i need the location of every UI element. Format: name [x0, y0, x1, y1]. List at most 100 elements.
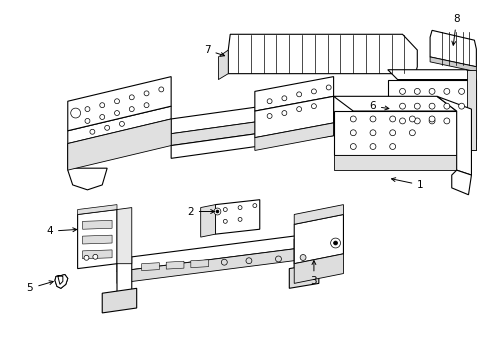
Polygon shape — [78, 204, 117, 215]
Polygon shape — [117, 208, 131, 264]
Circle shape — [428, 103, 434, 109]
Circle shape — [408, 130, 414, 136]
Text: 2: 2 — [187, 207, 214, 216]
Circle shape — [311, 89, 316, 94]
Polygon shape — [294, 254, 343, 283]
Circle shape — [275, 256, 281, 262]
Circle shape — [399, 118, 405, 124]
Polygon shape — [82, 235, 112, 244]
Polygon shape — [171, 111, 333, 145]
Circle shape — [458, 103, 464, 109]
Circle shape — [369, 130, 375, 136]
Circle shape — [296, 107, 301, 112]
Circle shape — [238, 206, 242, 210]
Circle shape — [458, 89, 464, 94]
Circle shape — [349, 144, 356, 149]
Circle shape — [330, 238, 340, 248]
Polygon shape — [289, 264, 318, 288]
Polygon shape — [200, 204, 215, 237]
Circle shape — [389, 130, 395, 136]
Circle shape — [85, 118, 90, 123]
Text: 7: 7 — [203, 45, 224, 57]
Polygon shape — [117, 257, 131, 305]
Polygon shape — [294, 236, 308, 282]
Polygon shape — [78, 210, 117, 269]
Polygon shape — [294, 215, 343, 264]
Circle shape — [223, 219, 227, 223]
Polygon shape — [171, 96, 333, 134]
Circle shape — [389, 144, 395, 149]
Circle shape — [349, 116, 356, 122]
Polygon shape — [117, 247, 308, 283]
Circle shape — [413, 103, 419, 109]
Circle shape — [282, 96, 286, 101]
Circle shape — [399, 103, 405, 109]
Circle shape — [114, 99, 119, 104]
Circle shape — [428, 89, 434, 94]
Circle shape — [389, 116, 395, 122]
Polygon shape — [142, 263, 159, 271]
Polygon shape — [254, 123, 333, 150]
Circle shape — [413, 89, 419, 94]
Circle shape — [311, 104, 316, 109]
Circle shape — [252, 204, 256, 208]
Circle shape — [300, 255, 305, 260]
Polygon shape — [333, 156, 456, 170]
Polygon shape — [466, 70, 475, 150]
Polygon shape — [82, 220, 112, 229]
Circle shape — [223, 208, 227, 212]
Polygon shape — [68, 77, 171, 131]
Polygon shape — [215, 200, 259, 234]
Circle shape — [144, 103, 149, 108]
Polygon shape — [429, 57, 475, 72]
Circle shape — [84, 255, 89, 260]
Polygon shape — [254, 77, 333, 111]
Circle shape — [443, 118, 449, 124]
Circle shape — [325, 85, 330, 90]
Polygon shape — [436, 96, 470, 175]
Circle shape — [443, 89, 449, 94]
Text: 8: 8 — [451, 14, 459, 45]
Polygon shape — [68, 119, 171, 170]
Circle shape — [333, 241, 337, 245]
Polygon shape — [387, 80, 475, 139]
Circle shape — [266, 113, 271, 118]
Circle shape — [428, 118, 434, 124]
Circle shape — [100, 114, 104, 120]
Circle shape — [100, 103, 104, 108]
Circle shape — [93, 254, 98, 259]
Circle shape — [85, 107, 90, 112]
Polygon shape — [117, 234, 308, 271]
Circle shape — [369, 116, 375, 122]
Polygon shape — [333, 111, 456, 156]
Polygon shape — [102, 288, 137, 313]
Polygon shape — [387, 139, 475, 150]
Circle shape — [428, 116, 434, 122]
Circle shape — [214, 208, 221, 215]
Polygon shape — [429, 30, 475, 67]
Polygon shape — [55, 275, 68, 288]
Polygon shape — [218, 50, 228, 80]
Circle shape — [129, 107, 134, 112]
Circle shape — [369, 144, 375, 149]
Polygon shape — [254, 96, 333, 138]
Text: 5: 5 — [27, 281, 53, 293]
Polygon shape — [190, 260, 208, 267]
Circle shape — [282, 111, 286, 116]
Circle shape — [399, 89, 405, 94]
Circle shape — [349, 130, 356, 136]
Text: 6: 6 — [368, 101, 388, 111]
Circle shape — [90, 129, 95, 134]
Circle shape — [296, 92, 301, 97]
Text: 4: 4 — [46, 226, 77, 236]
Circle shape — [71, 108, 81, 118]
Text: 3: 3 — [310, 261, 317, 287]
Polygon shape — [387, 70, 475, 80]
Circle shape — [216, 210, 219, 213]
Text: 1: 1 — [391, 178, 423, 190]
Circle shape — [114, 111, 119, 116]
Polygon shape — [294, 204, 343, 224]
Polygon shape — [228, 34, 416, 74]
Circle shape — [159, 87, 163, 92]
Circle shape — [221, 259, 227, 265]
